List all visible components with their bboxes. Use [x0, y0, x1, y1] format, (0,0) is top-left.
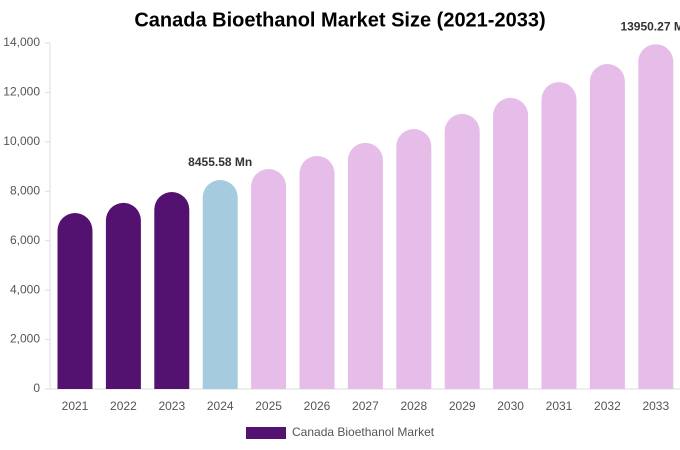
bar: [251, 169, 287, 389]
bar: [299, 155, 335, 389]
legend-label: Canada Bioethanol Market: [292, 425, 435, 439]
value-label: 8455.58 Mn: [188, 155, 252, 169]
bar: [638, 44, 674, 390]
x-tick-label: 2030: [497, 399, 524, 413]
bar: [589, 64, 625, 389]
bar: [57, 213, 93, 389]
x-tick-label: 2027: [352, 399, 379, 413]
bar: [541, 82, 577, 390]
y-tick-label: 14,000: [3, 35, 40, 49]
legend-swatch: [246, 427, 286, 439]
x-tick-label: 2033: [642, 399, 669, 413]
bar: [396, 129, 432, 389]
bar: [493, 97, 529, 389]
bar: [154, 192, 190, 389]
bar: [202, 180, 238, 389]
y-tick-label: 12,000: [3, 85, 40, 99]
x-tick-label: 2028: [400, 399, 427, 413]
x-tick-label: 2026: [304, 399, 331, 413]
x-tick-label: 2032: [594, 399, 621, 413]
value-label: 13950.27 Mn: [620, 19, 680, 33]
bar: [347, 142, 383, 389]
x-tick-label: 2022: [110, 399, 137, 413]
y-tick-label: 8,000: [10, 183, 40, 197]
x-tick-label: 2025: [255, 399, 282, 413]
y-tick-label: 2,000: [10, 332, 40, 346]
bar: [105, 202, 141, 389]
chart-title: Canada Bioethanol Market Size (2021-2033…: [134, 9, 545, 31]
y-tick-label: 4,000: [10, 282, 40, 296]
x-tick-label: 2029: [449, 399, 476, 413]
x-tick-label: 2021: [62, 399, 89, 413]
x-tick-label: 2024: [207, 399, 234, 413]
y-tick-label: 6,000: [10, 233, 40, 247]
bar: [444, 113, 480, 389]
x-tick-label: 2031: [546, 399, 573, 413]
y-tick-label: 10,000: [3, 134, 40, 148]
y-tick-label: 0: [33, 381, 40, 395]
x-tick-label: 2023: [158, 399, 185, 413]
